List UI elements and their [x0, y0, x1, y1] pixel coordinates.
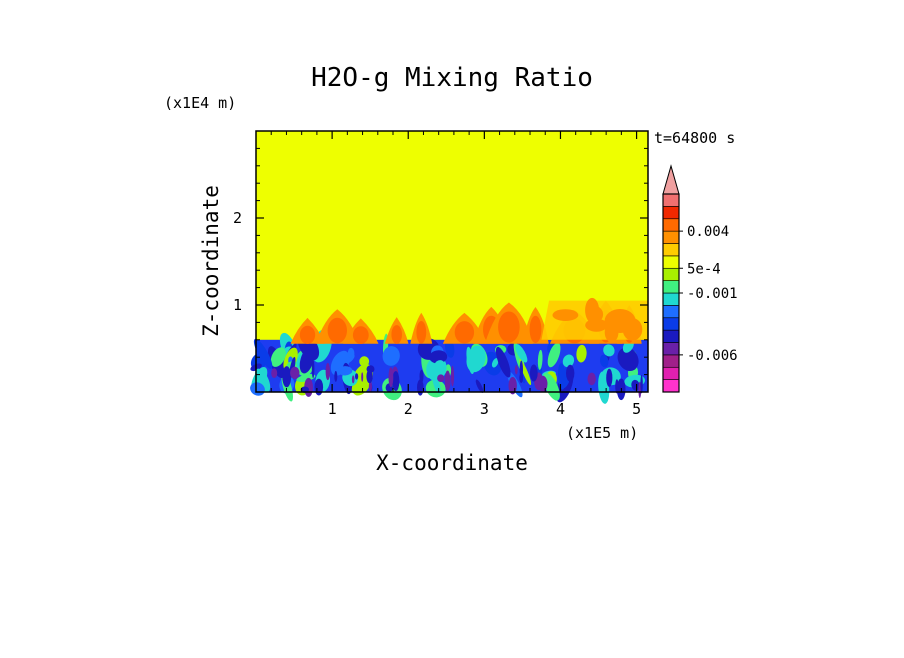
surface-streak — [530, 365, 538, 382]
x-axis-label: X-coordinate — [376, 451, 528, 475]
colorbar-segment — [663, 194, 679, 206]
chart-title: H2O-g Mixing Ratio — [311, 63, 593, 93]
surface-streak — [451, 366, 454, 387]
plume-core — [300, 326, 315, 344]
colorbar-segment — [663, 305, 679, 317]
surface-streak — [326, 363, 330, 380]
surface-streak — [417, 379, 424, 395]
colorbar-segment — [663, 355, 679, 367]
x-unit-label: (x1E5 m) — [566, 424, 638, 442]
colorbar-tick-label: -0.006 — [687, 348, 738, 364]
plume-core — [353, 326, 369, 344]
colorbar-tick-label: 5e-4 — [687, 261, 721, 277]
surface-streak — [355, 373, 358, 379]
colorbar-segment — [663, 380, 679, 392]
surface-streak — [588, 373, 596, 386]
colorbar-segment — [663, 330, 679, 342]
colorbar-segment — [663, 256, 679, 268]
y-axis-label: Z-coordinate — [199, 185, 223, 337]
colorbar-tick-label: 0.004 — [687, 224, 729, 240]
surface-streak — [389, 367, 394, 387]
plume — [587, 306, 604, 323]
surface-streak — [271, 368, 277, 378]
colorbar-extension — [663, 166, 679, 194]
colorbar-segment — [663, 206, 679, 218]
plume-stem — [505, 303, 509, 392]
plume — [553, 309, 579, 321]
y-tick-label: 2 — [233, 209, 242, 227]
surface-streak — [315, 379, 324, 396]
x-tick-label: 5 — [632, 400, 641, 418]
surface-streak — [420, 370, 424, 383]
surface-streak — [437, 374, 444, 382]
surface-streak — [282, 366, 291, 387]
plume-core — [328, 318, 347, 343]
colorbar-segment — [663, 367, 679, 379]
x-tick-label: 1 — [328, 400, 337, 418]
surface-streak — [334, 371, 337, 382]
surface-streak — [606, 369, 612, 387]
plume — [623, 318, 643, 341]
colorbar-segment — [663, 219, 679, 231]
surface-streak — [515, 365, 518, 374]
plume-core — [530, 316, 542, 343]
x-tick-label: 4 — [556, 400, 565, 418]
colorbar-segment — [663, 244, 679, 256]
surface-streak — [445, 371, 451, 392]
colorbar-segment — [663, 293, 679, 305]
plume-stem — [463, 303, 467, 392]
surface-streak — [366, 370, 372, 384]
colorbar-tick-label: -0.001 — [687, 286, 738, 302]
plume-core — [391, 325, 402, 344]
colorbar-segment — [663, 231, 679, 243]
surface-streak — [640, 375, 642, 394]
x-tick-label: 2 — [404, 400, 413, 418]
surface-streak — [352, 375, 355, 383]
surface-streak — [566, 365, 574, 382]
surface-streak — [290, 367, 299, 379]
surface-streak — [361, 372, 363, 382]
surface-streak — [312, 359, 315, 378]
z-unit-label: (x1E4 m) — [164, 94, 236, 112]
y-tick-label: 1 — [233, 296, 242, 314]
time-label: t=64800 s — [654, 129, 735, 147]
colorbar-segment — [663, 268, 679, 280]
plume-core — [416, 321, 426, 344]
surface-streak — [519, 373, 523, 383]
colorbar-segment — [663, 281, 679, 293]
surface-streak — [538, 376, 547, 392]
colorbar-segment — [663, 343, 679, 355]
colorbar-segment — [663, 318, 679, 330]
x-tick-label: 3 — [480, 400, 489, 418]
